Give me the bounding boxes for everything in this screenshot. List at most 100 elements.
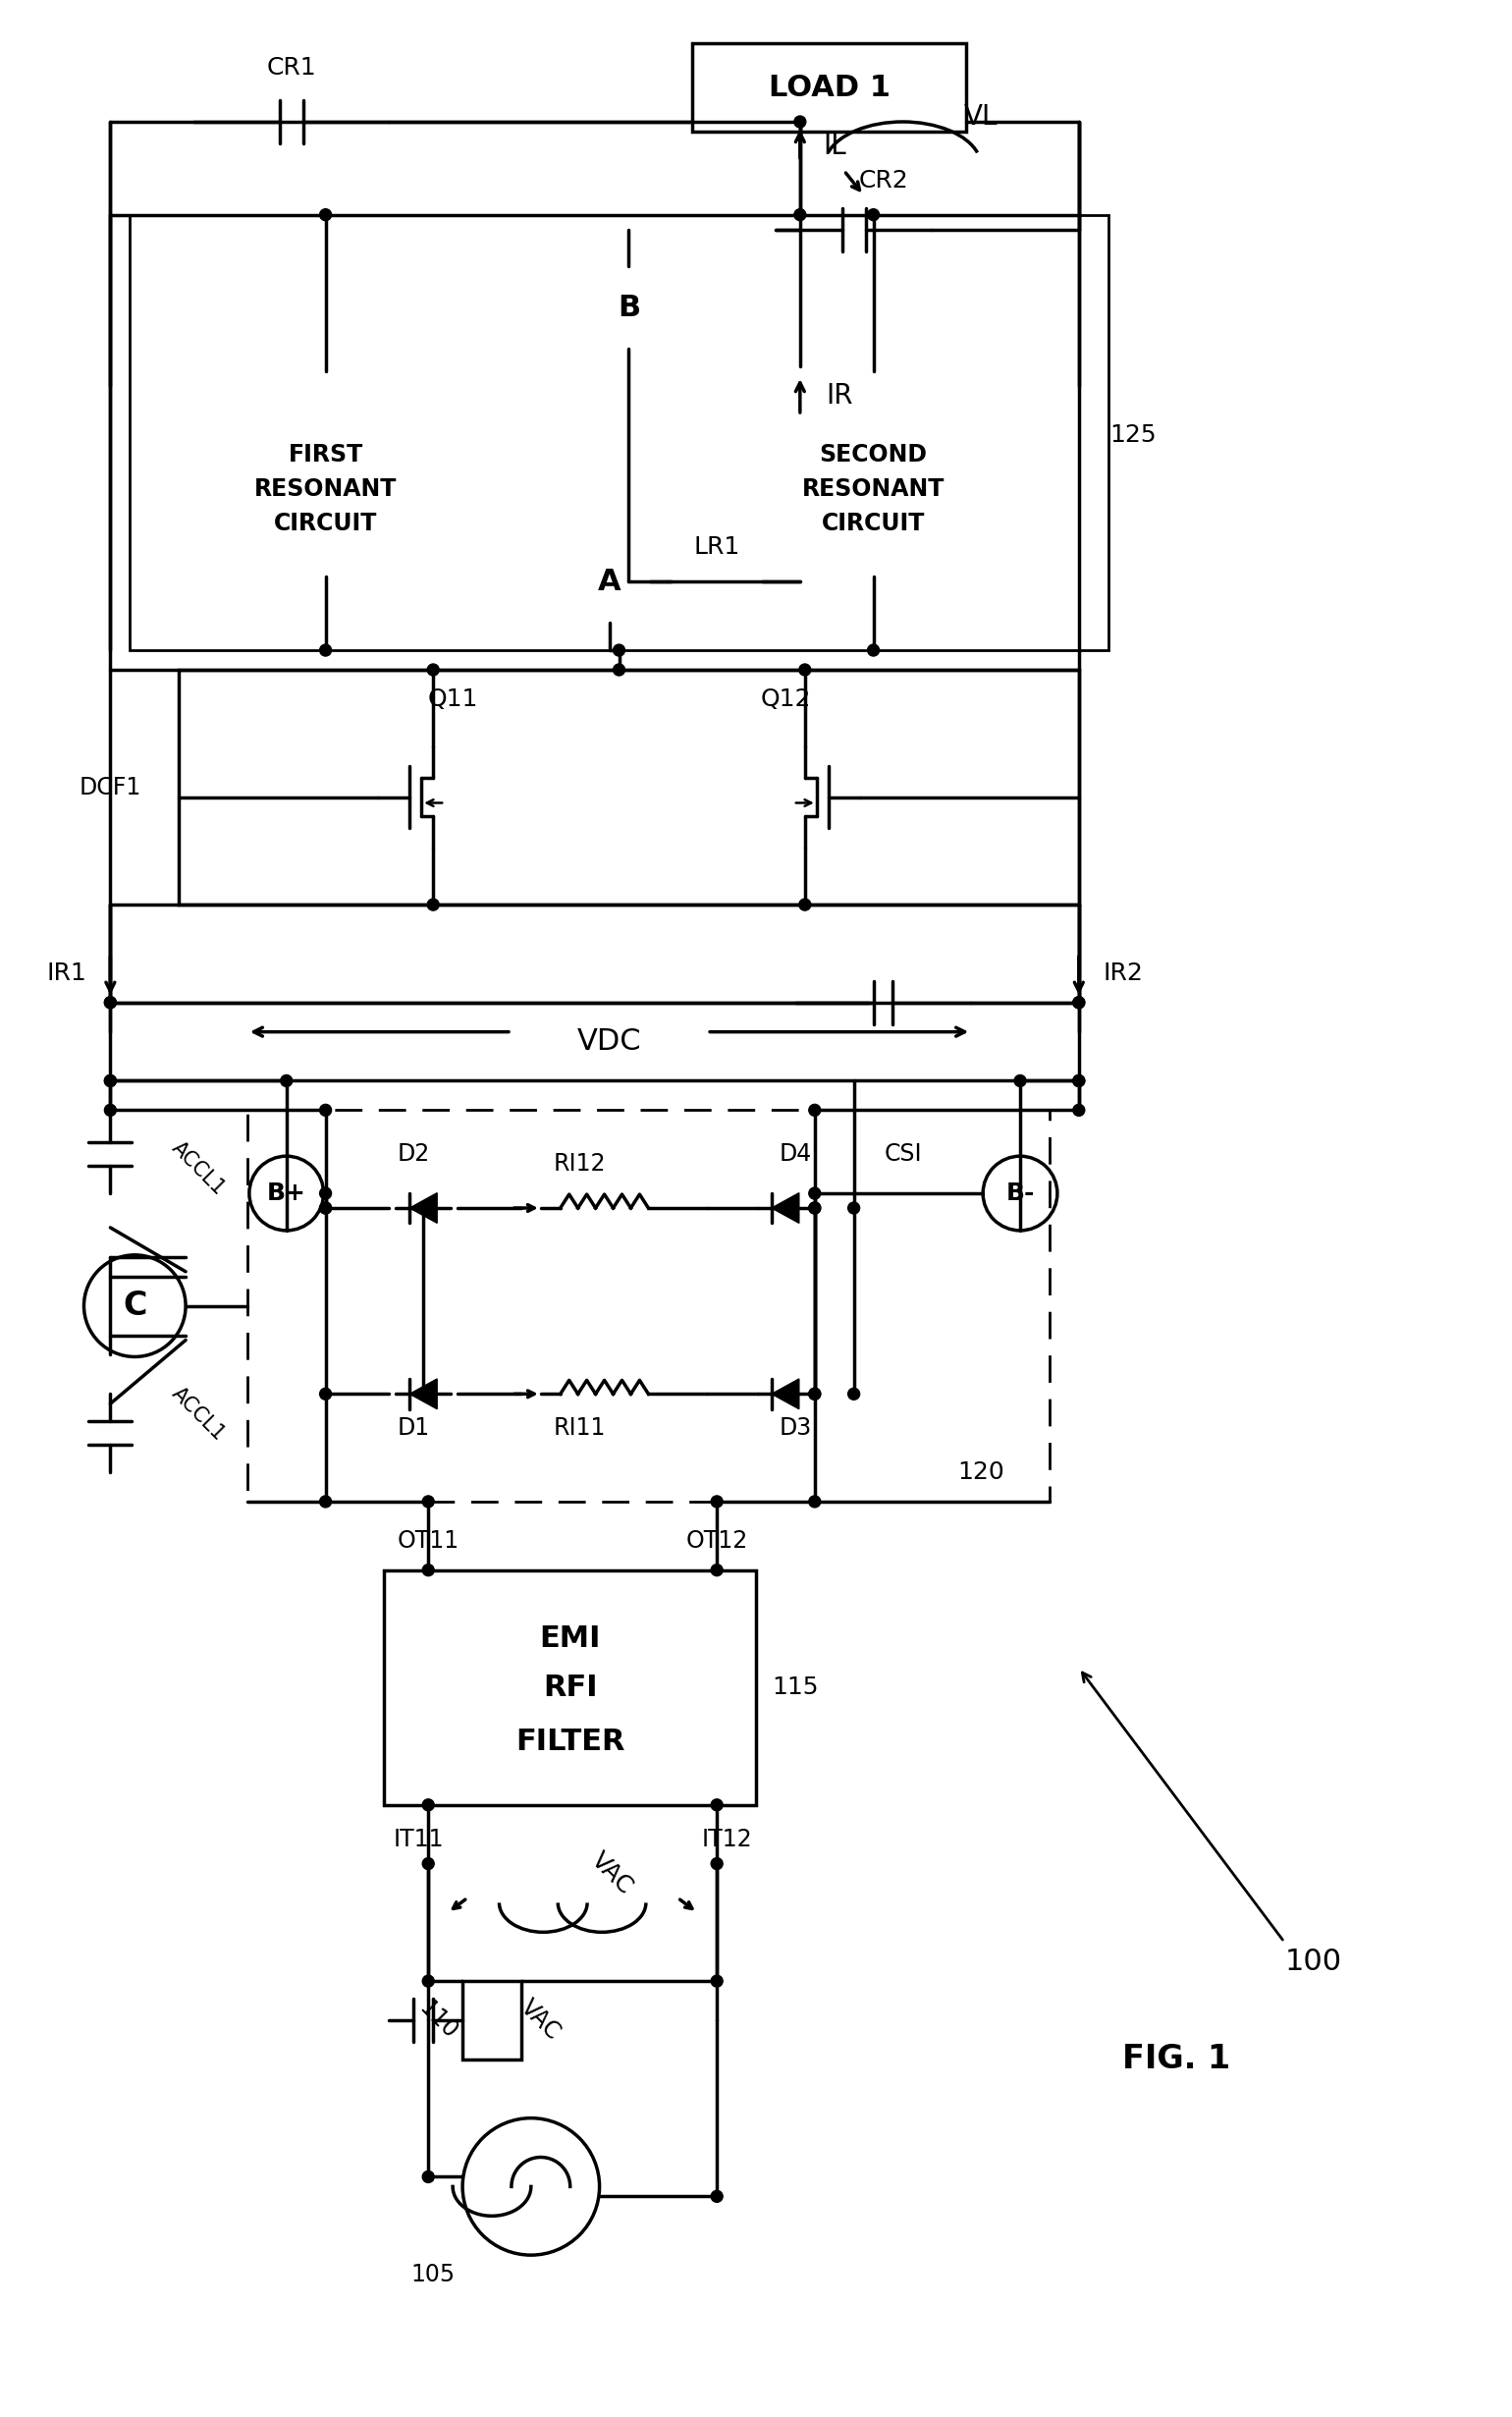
Text: LOAD 1: LOAD 1 — [768, 73, 891, 102]
Circle shape — [319, 1105, 331, 1117]
Text: C: C — [122, 1291, 147, 1322]
Circle shape — [614, 665, 624, 677]
Circle shape — [868, 208, 880, 220]
Polygon shape — [410, 1194, 437, 1223]
Circle shape — [711, 1975, 723, 1987]
Circle shape — [588, 266, 670, 348]
Circle shape — [711, 2190, 723, 2202]
Text: D1: D1 — [398, 1416, 429, 1441]
Polygon shape — [410, 1378, 437, 1409]
Circle shape — [319, 1201, 331, 1213]
Bar — [692, 44, 966, 131]
Circle shape — [794, 208, 806, 220]
Text: Q12: Q12 — [761, 686, 810, 711]
Text: VAC: VAC — [516, 1996, 565, 2045]
Bar — [178, 670, 1080, 904]
Text: CIRCUIT: CIRCUIT — [274, 512, 378, 534]
Circle shape — [1074, 996, 1084, 1008]
Text: RI12: RI12 — [553, 1153, 606, 1175]
Text: DCF1: DCF1 — [79, 776, 142, 800]
Text: RESONANT: RESONANT — [254, 476, 398, 500]
Text: Q11: Q11 — [428, 686, 478, 711]
Text: B-: B- — [1005, 1182, 1034, 1206]
Text: OT12: OT12 — [686, 1530, 748, 1552]
Text: ACCL1: ACCL1 — [168, 1383, 228, 1443]
Circle shape — [569, 541, 650, 624]
Circle shape — [623, 222, 635, 234]
Circle shape — [422, 1975, 434, 1987]
Polygon shape — [771, 1194, 798, 1223]
Circle shape — [1074, 996, 1084, 1008]
Text: A: A — [597, 568, 621, 597]
Circle shape — [319, 1201, 331, 1213]
Text: RI11: RI11 — [553, 1416, 606, 1441]
Circle shape — [422, 1859, 434, 1868]
Text: 125: 125 — [1110, 423, 1157, 447]
Circle shape — [104, 1076, 116, 1088]
Text: 120: 120 — [957, 1460, 1004, 1484]
Circle shape — [422, 2170, 434, 2183]
Circle shape — [794, 116, 806, 128]
Text: CSI: CSI — [885, 1143, 922, 1165]
Text: CIRCUIT: CIRCUIT — [821, 512, 925, 534]
Circle shape — [104, 1076, 116, 1088]
Circle shape — [1074, 1076, 1084, 1088]
Circle shape — [711, 1496, 723, 1508]
Circle shape — [319, 1496, 331, 1508]
Circle shape — [417, 1201, 429, 1213]
Circle shape — [868, 645, 880, 655]
Circle shape — [798, 665, 810, 677]
Circle shape — [319, 1187, 331, 1199]
Circle shape — [614, 645, 624, 655]
Text: D3: D3 — [779, 1416, 812, 1441]
Text: FIRST: FIRST — [289, 442, 363, 466]
Text: EMI: EMI — [540, 1624, 600, 1653]
Text: D2: D2 — [398, 1143, 429, 1165]
Circle shape — [104, 1105, 116, 1117]
Circle shape — [983, 1155, 1057, 1230]
Circle shape — [428, 899, 438, 911]
Text: 110: 110 — [414, 1996, 463, 2045]
Text: IT12: IT12 — [702, 1827, 751, 1851]
Text: CR2: CR2 — [859, 169, 909, 193]
Circle shape — [428, 665, 438, 677]
Circle shape — [1074, 1076, 1084, 1088]
Ellipse shape — [198, 372, 452, 578]
Circle shape — [794, 575, 806, 587]
Text: LR1: LR1 — [694, 537, 739, 558]
Bar — [463, 1982, 522, 2059]
Text: OT11: OT11 — [398, 1530, 460, 1552]
Circle shape — [422, 1798, 434, 1810]
Circle shape — [809, 1496, 821, 1508]
Circle shape — [319, 208, 331, 220]
Circle shape — [848, 1387, 860, 1399]
Text: CR1: CR1 — [266, 56, 316, 80]
Circle shape — [422, 1496, 434, 1508]
Circle shape — [809, 1201, 821, 1213]
Circle shape — [711, 1798, 723, 1810]
Circle shape — [319, 645, 331, 655]
Circle shape — [711, 1564, 723, 1576]
Circle shape — [809, 1105, 821, 1117]
Text: IR1: IR1 — [47, 962, 86, 986]
Text: IR: IR — [826, 382, 853, 408]
Circle shape — [623, 575, 635, 587]
Circle shape — [809, 1187, 821, 1199]
Circle shape — [798, 899, 810, 911]
Circle shape — [249, 1155, 324, 1230]
Text: 115: 115 — [771, 1675, 818, 1699]
Circle shape — [809, 1201, 821, 1213]
Text: D4: D4 — [779, 1143, 812, 1165]
Circle shape — [85, 1254, 186, 1356]
Circle shape — [1074, 1105, 1084, 1117]
Text: IR2: IR2 — [1102, 962, 1143, 986]
Circle shape — [104, 996, 116, 1008]
Circle shape — [319, 1387, 331, 1399]
Bar — [384, 1571, 756, 1805]
Circle shape — [281, 1076, 292, 1088]
Text: VAC: VAC — [587, 1849, 637, 1900]
Circle shape — [809, 1387, 821, 1399]
Circle shape — [417, 1387, 429, 1399]
Circle shape — [422, 1564, 434, 1576]
Text: 105: 105 — [411, 2262, 455, 2286]
